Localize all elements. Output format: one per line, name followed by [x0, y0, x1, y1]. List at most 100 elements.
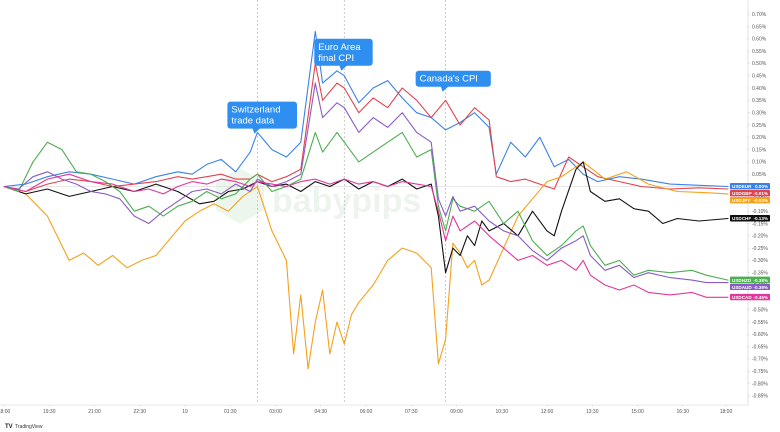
- badge-background: [730, 190, 770, 197]
- y-tick-label: 0.60%: [752, 37, 767, 43]
- tradingview-logo: TV TradingView: [5, 424, 43, 430]
- y-tick-label: -0.65%: [752, 344, 768, 350]
- badge-background: [730, 215, 770, 222]
- y-tick-label: 0.40%: [752, 86, 767, 92]
- x-tick-label: 12:00: [541, 409, 554, 415]
- y-tick-label: 0.65%: [752, 24, 767, 30]
- y-tick-label: 0.35%: [752, 98, 767, 104]
- y-tick-label: -0.25%: [752, 246, 768, 252]
- badge-background: [730, 183, 770, 190]
- x-tick-label: 09:00: [450, 409, 463, 415]
- y-tick-label: -0.70%: [752, 357, 768, 363]
- y-tick-label: -0.35%: [752, 271, 768, 277]
- y-tick-label: -0.75%: [752, 369, 768, 375]
- y-tick-label: -0.50%: [752, 307, 768, 313]
- annotation-box: [227, 101, 297, 129]
- annotation-text: final CPI: [318, 53, 354, 64]
- badge-background: [730, 283, 770, 291]
- badge-symbol: USDCHF: [732, 216, 751, 221]
- x-tick-label: 03:00: [269, 409, 282, 415]
- watermark-text: babypips: [272, 182, 421, 220]
- series-line-usdaud: [3, 82, 729, 284]
- badge-value: -0.38%: [753, 278, 768, 283]
- x-tick-label: 16:30: [676, 409, 689, 415]
- y-tick-label: -0.30%: [752, 258, 768, 264]
- badge-value: -0.45%: [753, 295, 768, 300]
- badge-background: [730, 293, 770, 301]
- badge-value: -0.39%: [753, 285, 768, 290]
- y-tick-label: -0.85%: [752, 394, 768, 400]
- annotation-text: Canada's CPI: [420, 74, 478, 85]
- y-tick-label: 0.50%: [752, 61, 767, 67]
- badge-value: -0.01%: [753, 191, 768, 196]
- annotation-pointer: [339, 65, 348, 71]
- y-tick-label: -0.80%: [752, 381, 768, 387]
- y-tick-label: 0.25%: [752, 123, 767, 129]
- x-tick-label: 01:30: [224, 409, 237, 415]
- y-tick-label: 0.05%: [752, 172, 767, 178]
- y-tick-label: 0.15%: [752, 147, 767, 153]
- annotation-pointer: [440, 86, 449, 92]
- series-line-usdjpy: [3, 161, 729, 370]
- y-tick-label: 0.30%: [752, 110, 767, 116]
- y-tick-label: 0.70%: [752, 12, 767, 18]
- series-line-usdchf: [3, 161, 729, 274]
- x-tick-label: 04:30: [314, 409, 327, 415]
- badge-background: [730, 197, 770, 204]
- event-lines: [257, 0, 446, 402]
- series-line-usdcad: [3, 173, 729, 298]
- annotation-text: Switzerland: [231, 105, 280, 116]
- x-tick-label: 06:00: [360, 409, 373, 415]
- y-tick-label: 0.10%: [752, 160, 767, 166]
- annotation-2: Canada's CPI: [415, 70, 491, 92]
- y-tick-label: 0.20%: [752, 135, 767, 141]
- x-tick-label: 19: [182, 409, 188, 415]
- annotation-text: trade data: [231, 116, 274, 127]
- watermark-hexagon: [216, 168, 264, 224]
- tradingview-logo-mark: TV: [5, 424, 13, 430]
- x-axis: 18:00 19:30 21:00 22:30 19 01:30 03:00 04:30 06:…: [0, 404, 748, 415]
- x-tick-label: 22:30: [133, 409, 146, 415]
- y-tick-label: -0.20%: [752, 234, 768, 240]
- x-tick-label: 21:00: [88, 409, 101, 415]
- badge-usdgbp: USDGBP -0.01%: [730, 190, 770, 197]
- series-line-usdnzd: [3, 131, 729, 281]
- badge-usdchf: USDCHF -0.13%: [730, 215, 770, 222]
- x-tick-label: 18:00: [720, 409, 733, 415]
- series-line-usdgbp: [3, 62, 729, 193]
- y-tick-label: 0.55%: [752, 49, 767, 55]
- badge-usdeur: USDEUR 0.00%: [730, 183, 770, 190]
- y-tick-label: -0.15%: [752, 221, 768, 227]
- tradingview-logo-text: TradingView: [15, 424, 43, 430]
- y-tick-label: -0.60%: [752, 332, 768, 338]
- x-tick-label: 10:30: [495, 409, 508, 415]
- badge-symbol: USDGBP: [732, 191, 752, 196]
- badge-symbol: USDEUR: [732, 184, 752, 189]
- badge-value: 0.00%: [755, 184, 768, 189]
- annotation-box: [415, 70, 491, 87]
- x-tick-label: 19:30: [43, 409, 56, 415]
- y-tick-label: -0.10%: [752, 209, 768, 215]
- badge-symbol: USDCAD: [732, 295, 752, 300]
- badge-usdnzd: USDNZD -0.38%: [730, 276, 770, 284]
- annotation-pointer: [252, 128, 261, 134]
- badge-usdaud: USDAUD -0.39%: [730, 283, 770, 291]
- x-tick-label: 07:30: [405, 409, 418, 415]
- badge-symbol: USDAUD: [732, 285, 752, 290]
- x-tick-label: 18:00: [0, 409, 10, 415]
- badge-usdjpy: USDJPY -0.03%: [730, 197, 770, 204]
- last-value-badges: USDEUR 0.00%USDGBP -0.01%USDJPY -0.03% USDCH…: [730, 183, 770, 301]
- badge-value: -0.13%: [753, 216, 768, 221]
- y-tick-label: 0.45%: [752, 74, 767, 80]
- series-line-usdeur: [3, 30, 729, 188]
- annotation-text: Euro Area: [318, 42, 361, 53]
- x-tick-label: 13:30: [586, 409, 599, 415]
- annotation-box: [314, 38, 373, 66]
- watermark: babypips: [216, 168, 421, 224]
- x-tick-label: 15:00: [631, 409, 644, 415]
